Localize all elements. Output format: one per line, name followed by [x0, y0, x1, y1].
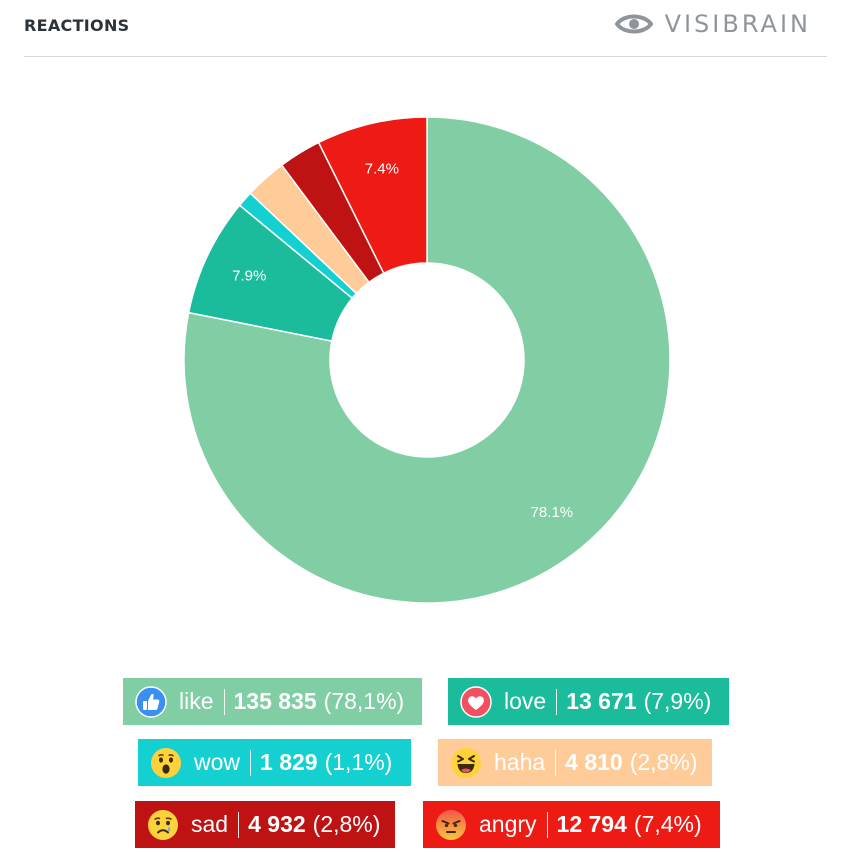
- slice-label-like: 78.1%: [531, 504, 574, 521]
- legend-haha-name: haha: [494, 749, 546, 775]
- legend-angry-count: 12 794: [556, 811, 627, 837]
- legend-love-name: love: [504, 688, 547, 714]
- legend-love-count: 13 671: [566, 688, 637, 714]
- legend-like-pct: (78,1%): [323, 688, 405, 714]
- legend-love-pct: (7,9%): [643, 688, 712, 714]
- slice-label-angry: 7.4%: [365, 160, 399, 177]
- legend-sad-name: sad: [191, 811, 229, 837]
- legend-angry-name: angry: [479, 811, 537, 837]
- legend-separator: [555, 749, 557, 776]
- legend-like-name: like: [179, 688, 214, 714]
- legend-haha-count: 4 810: [565, 749, 623, 775]
- page-title: REACTIONS: [24, 16, 130, 35]
- heart-icon: [460, 685, 492, 718]
- eye-icon: [614, 14, 653, 34]
- legend-sad: sad 4 932 (2,8%): [135, 801, 395, 848]
- angry-face-icon: [436, 809, 466, 840]
- legend-separator: [556, 688, 558, 715]
- laughing-face-icon: [451, 747, 481, 778]
- legend-wow-count: 1 829: [260, 749, 318, 775]
- legend-love: love 13 671 (7,9%): [448, 678, 729, 725]
- chart-slices: [183, 116, 671, 604]
- legend-separator: [223, 688, 225, 715]
- legend-angry: angry 12 794 (7,4%): [423, 801, 720, 848]
- brand-logo: VISIBRAIN: [614, 8, 811, 40]
- slice-angry: [317, 116, 428, 275]
- legend-haha-pct: (2,8%): [629, 749, 698, 775]
- legend-sad-count: 4 932: [248, 811, 306, 837]
- legend-separator: [546, 811, 548, 838]
- slice-like: [183, 116, 671, 604]
- sad-face-icon: [148, 809, 178, 840]
- legend-wow-pct: (1,1%): [324, 749, 393, 775]
- legend-wow-name: wow: [194, 749, 241, 775]
- legend-wow: wow 1 829 (1,1%): [138, 739, 411, 786]
- legend-sad-pct: (2,8%): [312, 811, 381, 837]
- brand-name: VISIBRAIN: [664, 10, 811, 38]
- legend-separator: [238, 811, 240, 838]
- thumbs-up-icon: [135, 685, 167, 718]
- chart-slice-labels: 78.1% 7.9% 7.4%: [232, 160, 573, 521]
- chart-header: REACTIONS VISIBRAIN: [24, 0, 827, 57]
- legend-separator: [250, 749, 252, 776]
- legend-like-count: 135 835: [233, 688, 317, 714]
- slice-label-love: 7.9%: [232, 268, 266, 285]
- wow-face-icon: [151, 747, 181, 778]
- legend-like: like 135 835 (78,1%): [123, 678, 422, 725]
- legend-angry-pct: (7,4%): [633, 811, 702, 837]
- reactions-donut-chart: 78.1% 7.9% 7.4%: [183, 116, 671, 604]
- legend-haha: haha 4 810 (2,8%): [438, 739, 712, 786]
